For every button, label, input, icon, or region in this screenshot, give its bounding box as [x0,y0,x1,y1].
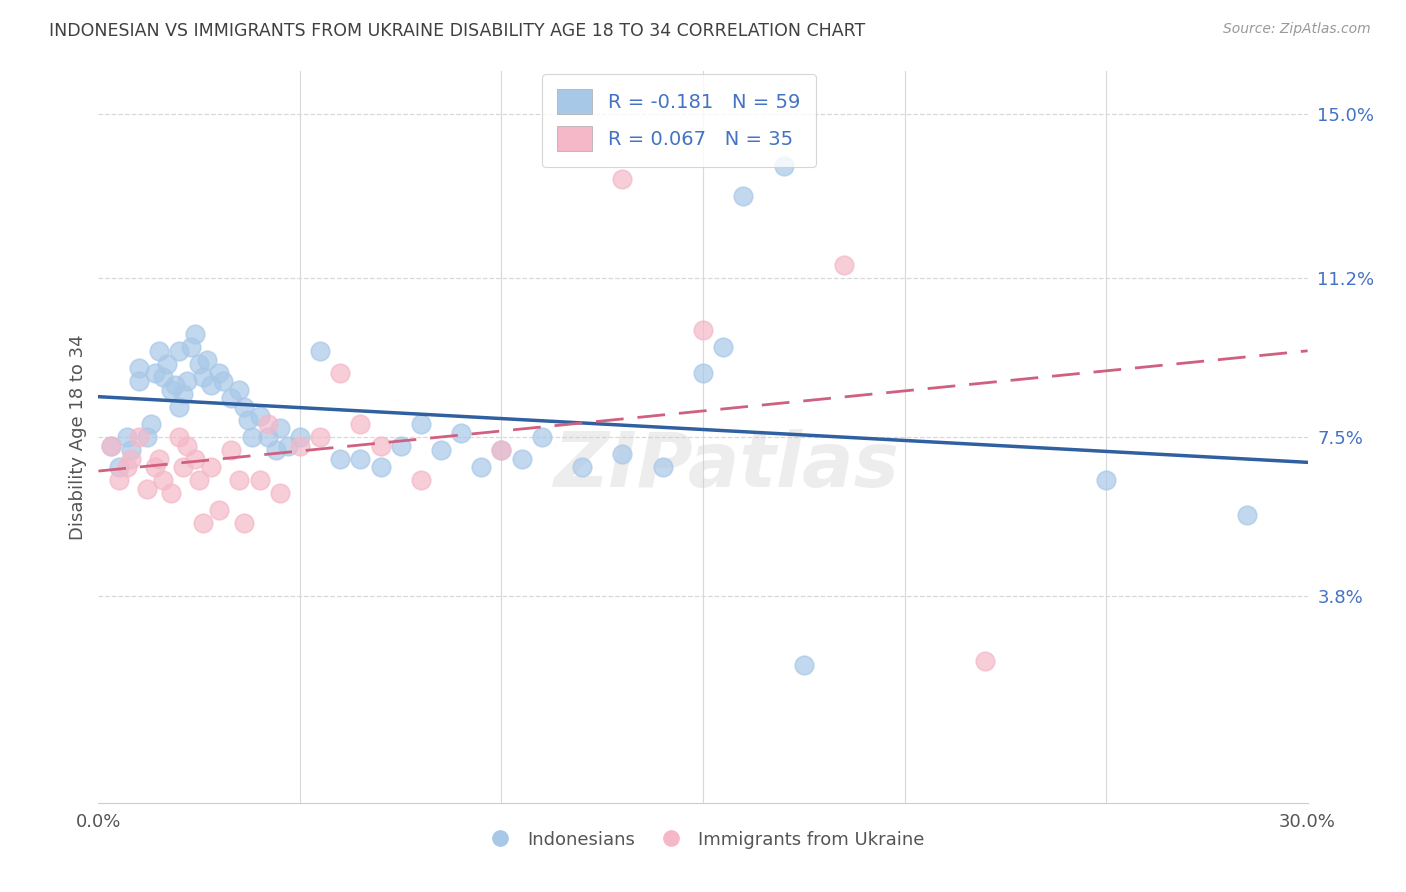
Point [692,366,714,380]
Point [163,378,186,392]
Point [389,439,412,453]
Point [240,430,263,444]
Point [249,473,271,487]
Point [733,189,755,203]
Point [264,442,287,457]
Point [176,374,198,388]
Point [167,400,190,414]
Point [612,447,634,461]
Point [115,460,138,475]
Point [651,460,673,475]
Point [269,486,291,500]
Point [156,357,179,371]
Point [409,417,432,432]
Point [120,451,142,466]
Point [128,430,150,444]
Point [269,421,291,435]
Text: INDONESIAN VS IMMIGRANTS FROM UKRAINE DISABILITY AGE 18 TO 34 CORRELATION CHART: INDONESIAN VS IMMIGRANTS FROM UKRAINE DI… [49,22,866,40]
Point [370,460,392,475]
Point [256,430,278,444]
Point [1236,508,1258,522]
Point [510,451,533,466]
Point [491,442,513,457]
Y-axis label: Disability Age 18 to 34: Disability Age 18 to 34 [69,334,87,540]
Point [107,460,129,475]
Point [1095,473,1118,487]
Point [221,442,243,457]
Point [208,503,231,517]
Point [470,460,492,475]
Point [212,374,235,388]
Point [120,442,142,457]
Point [256,417,278,432]
Point [309,430,332,444]
Point [148,451,170,466]
Point [249,409,271,423]
Point [612,172,634,186]
Point [232,400,254,414]
Point [208,366,231,380]
Point [193,516,215,530]
Point [772,159,794,173]
Point [571,460,593,475]
Point [152,369,174,384]
Point [232,516,254,530]
Point [176,439,198,453]
Point [172,460,194,475]
Point [128,374,150,388]
Point [370,439,392,453]
Point [167,344,190,359]
Point [180,340,202,354]
Point [288,439,311,453]
Point [100,439,122,453]
Point [115,430,138,444]
Point [450,425,472,440]
Point [329,451,352,466]
Point [200,378,222,392]
Point [143,460,166,475]
Point [172,387,194,401]
Point [974,654,997,668]
Point [184,326,207,341]
Point [288,430,311,444]
Point [100,439,122,453]
Point [195,352,218,367]
Point [188,473,211,487]
Point [152,473,174,487]
Text: Source: ZipAtlas.com: Source: ZipAtlas.com [1223,22,1371,37]
Point [329,366,352,380]
Point [184,451,207,466]
Point [236,413,259,427]
Point [277,439,299,453]
Point [139,417,162,432]
Point [711,340,734,354]
Point [135,482,157,496]
Point [193,369,215,384]
Point [491,442,513,457]
Point [188,357,211,371]
Legend: Indonesians, Immigrants from Ukraine: Indonesians, Immigrants from Ukraine [474,823,932,856]
Point [160,486,183,500]
Point [167,430,190,444]
Point [228,473,250,487]
Text: ZIPatlas: ZIPatlas [554,429,900,503]
Point [309,344,332,359]
Point [228,383,250,397]
Point [135,430,157,444]
Point [160,383,183,397]
Point [832,258,855,272]
Point [148,344,170,359]
Point [349,417,371,432]
Point [200,460,222,475]
Point [530,430,553,444]
Point [128,361,150,376]
Point [409,473,432,487]
Point [430,442,453,457]
Point [349,451,371,466]
Point [692,322,714,336]
Point [107,473,129,487]
Point [793,658,815,673]
Point [221,392,243,406]
Point [143,366,166,380]
